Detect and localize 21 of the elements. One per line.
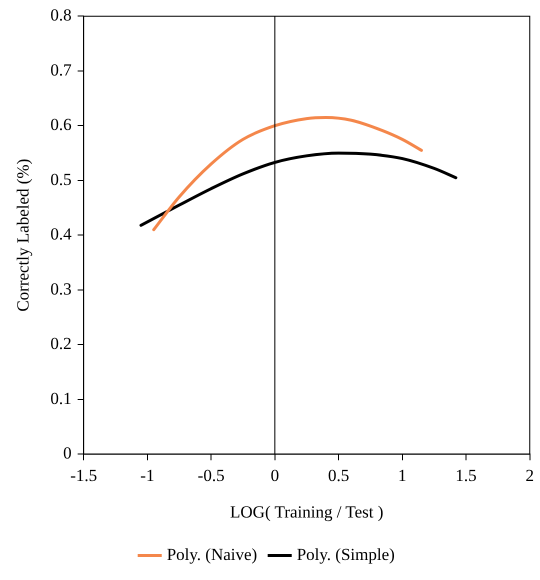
y-tick-label: 0.8 <box>50 6 72 25</box>
y-tick-label: 0.4 <box>50 224 72 244</box>
x-axis-title: LOG( Training / Test ) <box>230 502 384 522</box>
x-tick-label: 0 <box>270 466 280 485</box>
y-tick-label: 0.5 <box>50 170 72 189</box>
y-tick-label: 0.1 <box>50 388 72 408</box>
x-tick-label: -0.5 <box>198 466 225 485</box>
x-tick-label: -1 <box>140 466 154 485</box>
y-tick-label: 0 <box>63 444 72 463</box>
y-tick-label: 0.6 <box>50 115 72 134</box>
x-tick-label: -1.5 <box>70 466 98 485</box>
x-tick-label: 0.5 <box>328 466 350 485</box>
x-tick-label: 1.5 <box>455 466 477 485</box>
y-tick-label: 0.2 <box>50 334 72 354</box>
x-tick-label: 1 <box>398 466 407 485</box>
y-axis-title: Correctly Labeled (%) <box>14 158 33 312</box>
legend-label: Poly. (Naive) <box>166 544 258 564</box>
x-tick-label: 2 <box>526 466 534 485</box>
y-tick-label: 0.3 <box>50 279 72 298</box>
legend-label: Poly. (Simple) <box>296 544 395 564</box>
y-tick-label: 0.7 <box>50 60 72 80</box>
